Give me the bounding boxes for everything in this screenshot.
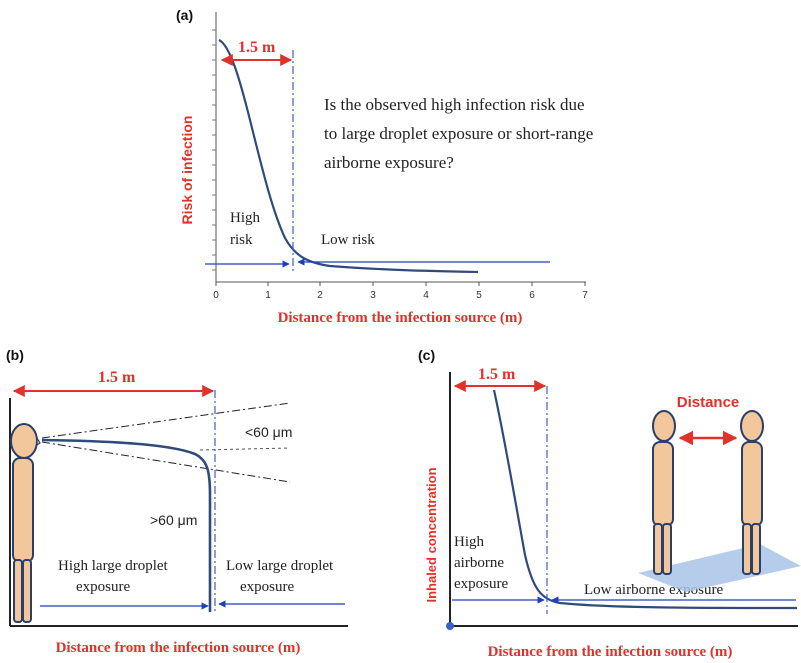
panel-a-xtick: 2 [317,290,323,301]
panel-a-y-ticks [212,29,216,271]
panel-c-distance-word: Distance [677,394,740,411]
panel-b-cone-upper [41,402,291,439]
panel-a: (a) 0 1 2 3 4 5 6 7 [176,7,593,326]
panel-b-label: (b) [6,347,24,363]
panel-b-low-exposure-label: exposure [240,579,294,595]
panel-a-label: (a) [176,7,193,23]
panel-b-distance-label: 1.5 m [98,369,136,386]
panel-a-xtick: 6 [529,290,535,301]
panel-a-question-line: airborne exposure? [324,153,454,172]
panel-a-xtick: 4 [423,290,429,301]
panel-a-x-axis-label: Distance from the infection source (m) [278,310,523,326]
panel-b-droplet-trajectory [41,438,212,612]
panel-a-xtick: 7 [582,290,588,301]
panel-a-x-ticks [215,282,586,286]
panel-c-label: (c) [418,347,435,363]
panel-a-xtick: 1 [265,290,271,301]
panel-c: (c) 1.5 m High airborne exposure Low air… [418,347,801,660]
panel-a-xtick: 5 [476,290,482,301]
panel-a-y-axis-label: Risk of infection [179,116,195,225]
panel-a-high-risk-label: risk [230,232,253,248]
panel-c-person-left [652,410,676,575]
panel-b-large-droplet-label: >60 μm [150,512,197,528]
panel-c-high-exposure-label: High [454,534,485,550]
panel-c-distance-label: 1.5 m [478,366,516,383]
panel-a-question-line: to large droplet exposure or short-range [324,124,593,143]
panel-a-high-risk-label: High [230,210,261,226]
panel-b-cone-lower [41,441,291,483]
panel-a-xtick: 3 [370,290,376,301]
panel-b-high-exposure-label: High large droplet [58,558,169,574]
panel-b: (b) 1.5 m <60 μm >60 μm High large dropl… [6,347,348,656]
panel-a-question-line: Is the observed high infection risk due [324,95,585,114]
panel-c-high-exposure-label: airborne [454,555,504,571]
panel-c-x-axis-label: Distance from the infection source (m) [488,644,733,660]
panel-b-low-exposure-label: Low large droplet [226,558,334,574]
panel-c-y-axis-label: Inhaled concentration [424,467,439,602]
panel-a-distance-label: 1.5 m [238,39,276,56]
panel-b-x-axis-label: Distance from the infection source (m) [56,640,301,656]
panel-c-origin-dot [446,622,454,630]
panel-a-low-risk-label: Low risk [321,232,375,248]
panel-c-person-right [740,410,764,575]
panel-a-xtick: 0 [213,290,219,301]
panel-c-high-exposure-label: exposure [454,576,508,592]
panel-b-cone-center [199,447,291,451]
panel-b-small-droplet-label: <60 μm [245,424,292,440]
panel-b-high-exposure-label: exposure [76,579,130,595]
panel-a-risk-curve [218,38,479,274]
panel-b-person-figure [10,423,41,623]
